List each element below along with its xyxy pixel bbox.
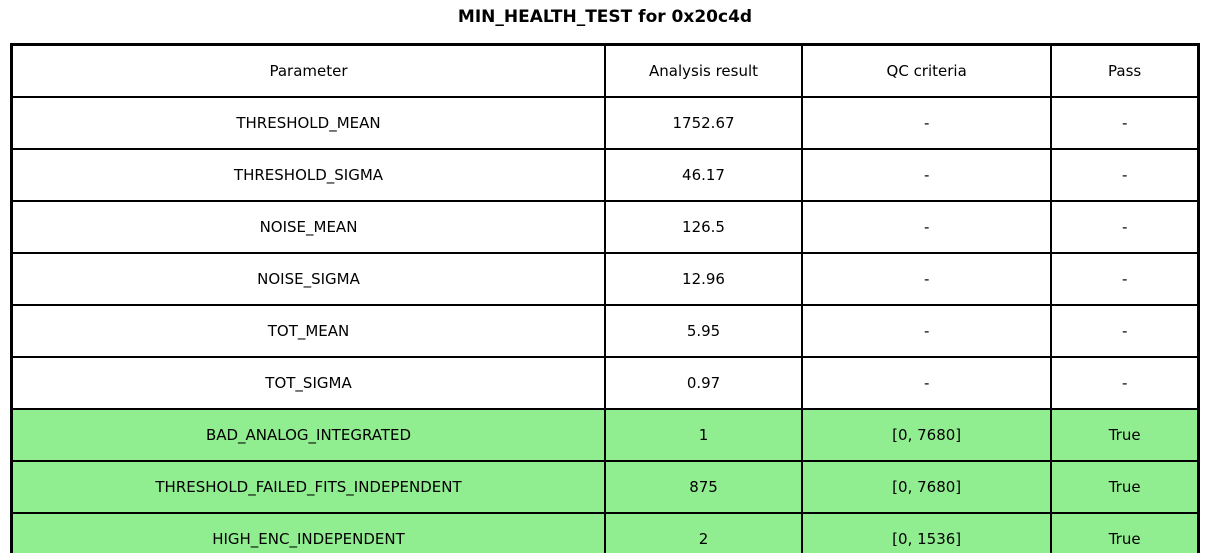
result-cell: 126.5 [603,200,804,254]
column-header-pass: Pass [1050,43,1200,98]
qc-cell: - [801,148,1053,202]
result-cell: 875 [603,460,804,514]
result-cell: 0.97 [603,356,804,410]
qc-cell: - [801,252,1053,306]
result-cell: 12.96 [603,252,804,306]
pass-cell: - [1050,304,1200,358]
table-row-pass: THRESHOLD_FAILED_FITS_INDEPENDENT 875 [0… [10,460,1200,514]
qc-cell: [0, 7680] [801,460,1053,514]
pass-cell: True [1050,512,1200,553]
result-cell: 46.17 [603,148,804,202]
param-cell: HIGH_ENC_INDEPENDENT [10,512,606,553]
table-header-row: Parameter Analysis result QC criteria Pa… [10,43,1200,98]
result-cell: 2 [603,512,804,553]
qc-cell: - [801,304,1053,358]
pass-cell: True [1050,408,1200,462]
pass-cell: True [1050,460,1200,514]
pass-cell: - [1050,96,1200,150]
qc-cell: [0, 7680] [801,408,1053,462]
param-cell: NOISE_MEAN [10,200,606,254]
table-row: TOT_SIGMA 0.97 - - [10,356,1200,410]
table-row: TOT_MEAN 5.95 - - [10,304,1200,358]
qc-cell: - [801,96,1053,150]
result-cell: 5.95 [603,304,804,358]
result-cell: 1752.67 [603,96,804,150]
column-header-qc-criteria: QC criteria [801,43,1053,98]
pass-cell: - [1050,200,1200,254]
qc-cell: - [801,200,1053,254]
pass-cell: - [1050,356,1200,410]
param-cell: THRESHOLD_MEAN [10,96,606,150]
table-row-pass: HIGH_ENC_INDEPENDENT 2 [0, 1536] True [10,512,1200,553]
column-header-parameter: Parameter [10,43,606,98]
param-cell: TOT_SIGMA [10,356,606,410]
param-cell: NOISE_SIGMA [10,252,606,306]
pass-cell: - [1050,252,1200,306]
page-title: MIN_HEALTH_TEST for 0x20c4d [457,7,753,27]
table-row: NOISE_SIGMA 12.96 - - [10,252,1200,306]
table-row: THRESHOLD_MEAN 1752.67 - - [10,96,1200,150]
qc-cell: [0, 1536] [801,512,1053,553]
column-header-analysis-result: Analysis result [603,43,804,98]
table-row: THRESHOLD_SIGMA 46.17 - - [10,148,1200,202]
qc-results-table: Parameter Analysis result QC criteria Pa… [10,43,1200,553]
table-row: NOISE_MEAN 126.5 - - [10,200,1200,254]
result-cell: 1 [603,408,804,462]
pass-cell: - [1050,148,1200,202]
param-cell: BAD_ANALOG_INTEGRATED [10,408,606,462]
param-cell: THRESHOLD_SIGMA [10,148,606,202]
param-cell: TOT_MEAN [10,304,606,358]
table-row-pass: BAD_ANALOG_INTEGRATED 1 [0, 7680] True [10,408,1200,462]
param-cell: THRESHOLD_FAILED_FITS_INDEPENDENT [10,460,606,514]
qc-cell: - [801,356,1053,410]
